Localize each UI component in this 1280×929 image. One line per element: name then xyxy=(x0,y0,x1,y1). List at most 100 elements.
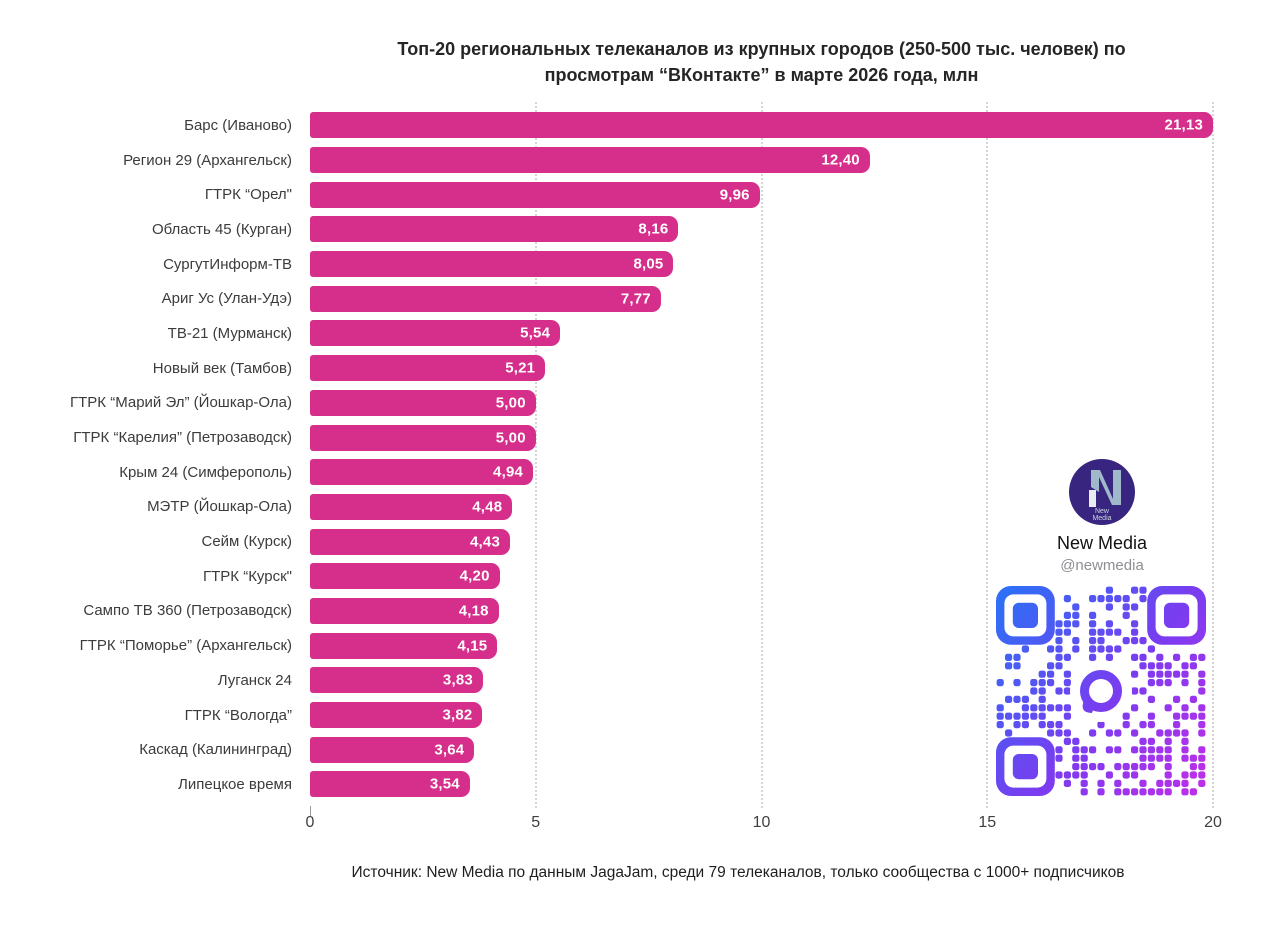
bar-row: ТВ-21 (Мурманск) 5,54 xyxy=(0,316,1213,351)
bar-row: Регион 29 (Архангельск) 12,40 xyxy=(0,143,1213,178)
bar-row: ГТРК “Карелия” (Петрозаводск) 5,00 xyxy=(0,420,1213,455)
bar-track: 3,64 xyxy=(310,736,1213,763)
bar-value-label: 4,18 xyxy=(458,602,489,620)
qr-code-icon xyxy=(996,586,1206,796)
category-label: Ариг Ус (Улан-Удэ) xyxy=(161,290,292,308)
bar: 5,00 xyxy=(310,424,536,451)
bar: 5,54 xyxy=(310,320,561,347)
bar-track: 21,13 xyxy=(310,112,1213,139)
category-label: Крым 24 (Симферополь) xyxy=(119,463,292,481)
chart-title: Топ-20 региональных телеканалов из крупн… xyxy=(397,39,1126,85)
bar-track: 3,82 xyxy=(310,702,1213,729)
category-label: Регион 29 (Архангельск) xyxy=(123,151,292,169)
bar-track: 8,16 xyxy=(310,216,1213,243)
bar-row: ГТРК “Поморье” (Архангельск) 4,15 xyxy=(0,628,1213,663)
bar: 5,21 xyxy=(310,355,546,382)
bar-value-label: 5,54 xyxy=(520,324,551,342)
bar-row: Новый век (Тамбов) 5,21 xyxy=(0,351,1213,386)
bar-row: ГТРК “Курск" 4,20 xyxy=(0,559,1213,594)
bar: 4,18 xyxy=(310,597,499,624)
bar-value-label: 3,54 xyxy=(429,775,460,793)
bar: 4,20 xyxy=(310,563,500,590)
category-label: ГТРК “Марий Эл” (Йошкар-Ола) xyxy=(70,394,292,412)
bar: 5,00 xyxy=(310,389,536,416)
bar-value-label: 4,15 xyxy=(457,637,488,655)
bar-track: 4,43 xyxy=(310,528,1213,555)
bar-row: ГТРК “Орел" 9,96 xyxy=(0,177,1213,212)
category-label: МЭТР (Йошкар-Ола) xyxy=(147,498,292,516)
gridline xyxy=(986,102,989,808)
bar-row: ГТРК “Вологда” 3,82 xyxy=(0,698,1213,733)
bar: 3,82 xyxy=(310,702,483,729)
category-label: Каскад (Калининград) xyxy=(139,741,292,759)
bar-value-label: 3,82 xyxy=(442,706,473,724)
bar-value-label: 5,21 xyxy=(505,359,536,377)
bar-track: 8,05 xyxy=(310,251,1213,278)
bar: 4,94 xyxy=(310,459,534,486)
bar-track: 4,15 xyxy=(310,632,1213,659)
category-label: Луганск 24 xyxy=(217,671,292,689)
bar-track: 7,77 xyxy=(310,285,1213,312)
category-label: ТВ-21 (Мурманск) xyxy=(167,324,292,342)
bar-value-label: 4,20 xyxy=(459,567,490,585)
bar-value-label: 12,40 xyxy=(821,151,860,169)
x-tick-label: 10 xyxy=(752,814,771,831)
bar-track: 5,21 xyxy=(310,355,1213,382)
category-label: ГТРК “Карелия” (Петрозаводск) xyxy=(73,429,292,447)
bar-track: 3,83 xyxy=(310,667,1213,694)
bar-value-label: 21,13 xyxy=(1164,116,1203,134)
x-tick-label: 20 xyxy=(1204,814,1222,831)
bar: 21,13 xyxy=(310,112,1213,139)
gridline xyxy=(534,102,537,808)
bar-value-label: 3,83 xyxy=(442,671,473,689)
bar-track: 5,54 xyxy=(310,320,1213,347)
gridline xyxy=(1212,102,1214,808)
plot-area xyxy=(310,102,1214,816)
bar-value-label: 8,05 xyxy=(633,255,664,273)
bar: 3,83 xyxy=(310,667,483,694)
bar-track: 4,48 xyxy=(310,493,1213,520)
bar: 12,40 xyxy=(310,147,870,174)
bar-row: Сейм (Курск) 4,43 xyxy=(0,524,1213,559)
bar-value-label: 4,94 xyxy=(493,463,524,481)
bar: 9,96 xyxy=(310,181,760,208)
bar-track: 5,00 xyxy=(310,424,1213,451)
category-label: СургутИнформ-ТВ xyxy=(163,255,292,273)
category-label: ГТРК “Вологда” xyxy=(184,706,292,724)
new-media-logo-icon: New Media xyxy=(1069,459,1135,525)
new-media-logo: New Media xyxy=(1069,459,1135,525)
bar-value-label: 3,64 xyxy=(434,741,465,759)
x-tick-label: 0 xyxy=(305,814,315,831)
brand-name: New Media xyxy=(1056,533,1148,553)
svg-text:Media: Media xyxy=(1092,515,1111,522)
bar-value-label: 8,16 xyxy=(638,220,669,238)
bar-track: 4,94 xyxy=(310,459,1213,486)
x-tick-label: 15 xyxy=(978,814,997,831)
bar-track: 9,96 xyxy=(310,181,1213,208)
bar: 3,54 xyxy=(310,771,470,798)
bar-row: МЭТР (Йошкар-Ола) 4,48 xyxy=(0,490,1213,525)
qr-code xyxy=(996,586,1206,796)
bar-track: 5,00 xyxy=(310,389,1213,416)
brand-handle: @newmedia xyxy=(1060,557,1144,574)
bar-value-label: 4,43 xyxy=(470,533,500,551)
bar-row: Липецкое время 3,54 xyxy=(0,767,1213,802)
category-label: ГТРК “Поморье” (Архангельск) xyxy=(79,637,292,655)
bar-track: 4,18 xyxy=(310,597,1213,624)
bar-row: Барс (Иваново) 21,13 xyxy=(0,108,1213,143)
bar-value-label: 9,96 xyxy=(719,186,750,204)
gridline xyxy=(760,102,763,808)
category-label: Сейм (Курск) xyxy=(201,533,293,551)
bar-row: Сампо ТВ 360 (Петрозаводск) 4,18 xyxy=(0,594,1213,629)
bar: 8,05 xyxy=(310,251,674,278)
bar: 4,48 xyxy=(310,493,513,520)
bar-value-label: 7,77 xyxy=(620,290,651,308)
zero-axis-tick xyxy=(310,806,311,816)
bar-row: Крым 24 (Симферополь) 4,94 xyxy=(0,455,1213,490)
bar-value-label: 4,48 xyxy=(472,498,503,516)
bar-row: Луганск 24 3,83 xyxy=(0,663,1213,698)
bar-row: Каскад (Калининград) 3,64 xyxy=(0,732,1213,767)
gridlines-layer xyxy=(310,102,1214,808)
bar-row: СургутИнформ-ТВ 8,05 xyxy=(0,247,1213,282)
bar: 7,77 xyxy=(310,285,661,312)
